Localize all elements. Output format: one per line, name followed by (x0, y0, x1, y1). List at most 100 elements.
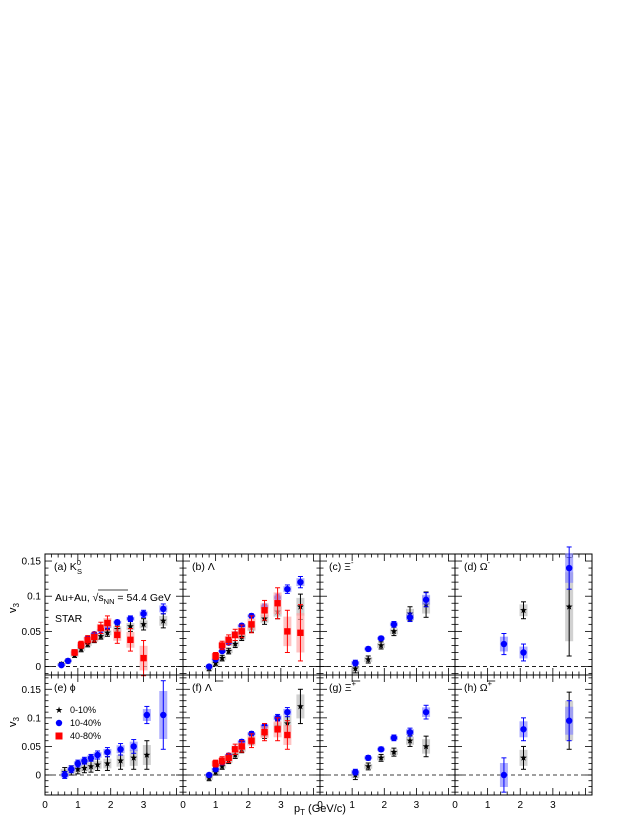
data-point (81, 757, 88, 764)
data-point (297, 702, 304, 710)
data-point (64, 657, 72, 665)
panel-title: (e) ϕ (54, 682, 76, 694)
legend-marker-10-40 (55, 719, 63, 727)
data-point (94, 761, 101, 768)
x-tick-label: 2 (382, 800, 388, 811)
data-point (58, 661, 65, 669)
data-point (500, 771, 508, 779)
series-40-80 (70, 615, 148, 677)
data-point (104, 748, 111, 756)
particle-sup: + (352, 679, 357, 688)
data-point (160, 711, 167, 719)
data-point (97, 632, 105, 640)
data-point (231, 631, 239, 639)
data-point (71, 649, 78, 656)
data-point (225, 647, 233, 654)
data-point (238, 743, 245, 750)
data-point (284, 731, 291, 739)
data-point (377, 746, 385, 753)
data-point (68, 766, 75, 773)
data-point (159, 617, 167, 624)
y-tick-label: 0 (35, 771, 41, 782)
panel-a: 00.050.10.15 (a) K0 S (22, 553, 184, 677)
x-tick-label: 2 (108, 800, 114, 811)
data-point (74, 760, 82, 767)
data-point (274, 726, 281, 733)
data-point (143, 711, 151, 719)
particle-name: K (70, 561, 77, 573)
panel-title: (d) Ω- (464, 558, 491, 573)
data-point (84, 636, 91, 644)
panel-title: (c) Ξ- (329, 558, 354, 573)
panel-title: (g) Ξ+ (329, 679, 357, 694)
data-point (377, 641, 385, 649)
data-point (114, 619, 121, 626)
data-point (87, 762, 95, 770)
data-point (406, 728, 414, 736)
x-tick-label: 1 (213, 800, 219, 811)
panel-tag: (d) (464, 561, 480, 573)
particle-name: Λ (205, 682, 212, 694)
data-point (520, 649, 527, 656)
panel-tag: (e) (54, 682, 70, 694)
particle-sub: S (77, 567, 82, 576)
x-tick-label: 0 (317, 800, 323, 811)
panel-title: (a) K0 S (54, 558, 82, 576)
particle-name: Λ (208, 561, 215, 573)
data-point (390, 734, 398, 742)
data-point (352, 768, 359, 776)
info-line2: STAR (55, 613, 83, 625)
data-point (284, 708, 291, 716)
data-point (74, 765, 82, 773)
data-point (261, 607, 268, 614)
data-point (117, 757, 124, 764)
data-point (104, 619, 111, 627)
x-tick-label: 0 (452, 800, 458, 811)
data-point (390, 627, 398, 635)
legend-marker-40-80 (55, 732, 63, 740)
particle-sup: + (488, 679, 493, 688)
data-point (284, 585, 291, 593)
data-point (127, 636, 134, 644)
data-point (97, 624, 105, 632)
data-point (365, 645, 372, 653)
y-tick-label: 0.1 (27, 592, 41, 603)
series-40-80 (211, 587, 305, 662)
panel-e: 0 1 2 3 0 0.05 0.1 0.15 (e) ϕ (22, 674, 184, 811)
y-tick-label: 0.05 (22, 627, 42, 638)
data-point (205, 771, 213, 779)
data-point (94, 751, 101, 759)
data-point (422, 742, 430, 750)
data-point (212, 760, 219, 767)
data-point (160, 605, 167, 613)
data-point (77, 641, 85, 648)
y-tick-label: 0.05 (22, 742, 42, 753)
x-tick-label: 1 (485, 800, 491, 811)
data-point (140, 654, 147, 662)
data-point (500, 640, 508, 648)
panel-b: (b) Λ (182, 553, 321, 676)
x-tick-label: 3 (414, 800, 420, 811)
axis-labels: v3 v3 pT (GeV/c) (7, 602, 346, 817)
data-point (377, 754, 385, 761)
particle-sup: - (351, 558, 354, 567)
data-point (127, 622, 134, 630)
legend-marker-0-10: ★ (55, 705, 63, 715)
particle-name: Ω (480, 682, 488, 694)
data-point (218, 654, 226, 662)
data-point (231, 640, 239, 647)
panel-tag: (h) (464, 682, 480, 694)
series-40-80 (211, 717, 292, 768)
legend: ★ 0-10% 10-40% 40-80% (55, 705, 101, 741)
data-point (284, 628, 291, 635)
panel-tag: (b) (192, 561, 208, 573)
legend-label-10-40: 10-40% (70, 718, 101, 728)
data-point (212, 766, 219, 773)
info-line1: Au+Au, √sNN = 54.4 GeV (55, 592, 171, 606)
particle-name: ϕ (70, 682, 76, 694)
data-point (520, 754, 527, 761)
x-tick-label: 2 (517, 800, 523, 811)
data-point (422, 708, 430, 716)
panel-title: (h) Ω+ (464, 679, 493, 694)
x-tick-label: 1 (75, 800, 81, 811)
